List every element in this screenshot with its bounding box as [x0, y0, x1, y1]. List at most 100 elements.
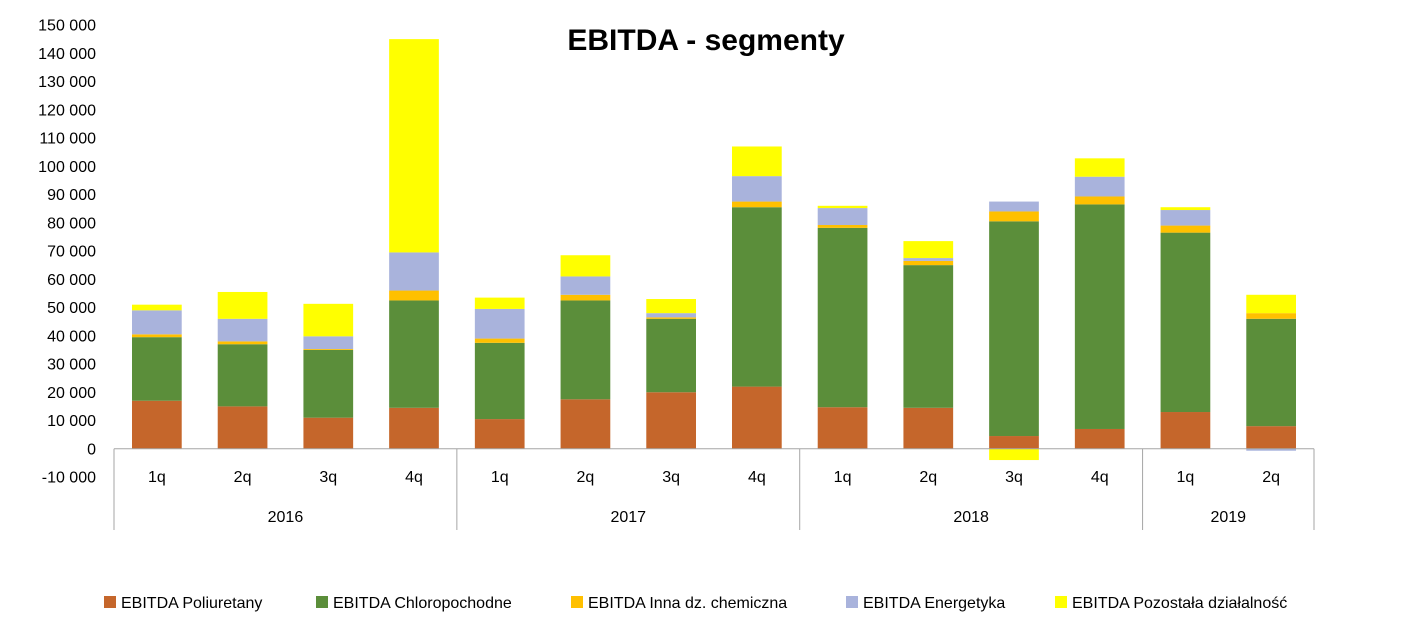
bar-segment: [217, 341, 268, 345]
bar-segment: [989, 201, 1039, 212]
y-tick-label: -10 000: [42, 470, 96, 487]
bar-segment: [303, 303, 354, 337]
y-tick-label: 70 000: [47, 244, 96, 261]
x-category-label: 4q: [405, 469, 423, 486]
bar-segment: [1160, 225, 1211, 233]
legend-label: EBITDA Inna dz. chemiczna: [588, 595, 787, 612]
bar-segment: [903, 258, 954, 261]
bar-segment: [989, 448, 1039, 461]
legend-label: EBITDA Poliuretany: [121, 595, 262, 612]
legend: EBITDA Poliuretany EBITDA Chloropochodne E…: [104, 595, 1287, 612]
legend-swatch: [571, 596, 583, 608]
x-category-label: 1q: [491, 469, 509, 486]
legend-swatch: [316, 596, 328, 608]
x-group-label: 2018: [953, 509, 989, 526]
y-tick-label: 80 000: [47, 215, 96, 232]
bar-segment: [1160, 207, 1211, 211]
bar-segment: [560, 294, 611, 301]
bar-segment: [474, 342, 525, 420]
legend-swatch: [1055, 596, 1067, 608]
bar-segment: [903, 407, 954, 449]
bar-segment: [1160, 412, 1211, 449]
y-tick-label: 140 000: [38, 46, 96, 63]
bar-segment: [389, 290, 439, 301]
bar-segment: [732, 146, 782, 177]
x-group-label: 2016: [268, 509, 304, 526]
axes: [113, 448, 1315, 530]
bar-segment: [389, 407, 439, 449]
x-group-label: 2019: [1210, 509, 1246, 526]
bar-segment: [903, 241, 954, 259]
bar-segment: [817, 407, 868, 449]
bar-segment: [303, 417, 354, 449]
x-category-label: 3q: [1005, 469, 1023, 486]
legend-label: EBITDA Pozostała działalność: [1072, 595, 1287, 612]
x-category-label: 1q: [834, 469, 852, 486]
bar-segment: [132, 337, 182, 401]
y-tick-label: 60 000: [47, 272, 96, 289]
bar-segment: [1246, 318, 1296, 427]
x-category-label: 3q: [662, 469, 680, 486]
y-tick-label: 50 000: [47, 300, 96, 317]
bar-segment: [217, 344, 268, 407]
bar-segment: [1160, 210, 1211, 226]
bar-segment: [903, 260, 954, 266]
bar-segment: [389, 252, 439, 291]
y-tick-label: 150 000: [38, 18, 96, 35]
bar-segment: [1074, 176, 1125, 197]
bar-segment: [474, 297, 525, 309]
chart-title: EBITDA - segmenty: [567, 24, 845, 57]
legend-swatch: [846, 596, 858, 608]
bar-segment: [817, 208, 868, 226]
y-tick-label: 90 000: [47, 187, 96, 204]
x-category-label: 2q: [919, 469, 937, 486]
y-tick-label: 130 000: [38, 74, 96, 91]
bar-segment: [303, 336, 354, 350]
y-axis-tick-labels: -10 000 0 10 000 20 000 30 000 40 000 50 000 60…: [38, 18, 96, 487]
x-category-label: 2q: [234, 469, 252, 486]
bar-segment: [132, 400, 182, 449]
y-tick-label: 40 000: [47, 328, 96, 345]
bar-segment: [560, 300, 611, 400]
bar-segment: [474, 308, 525, 339]
bar-segment: [560, 255, 611, 277]
bar-segment: [1074, 158, 1125, 177]
x-group-label: 2017: [610, 509, 646, 526]
bar-segment: [646, 317, 696, 319]
bar-segment: [1246, 448, 1296, 451]
x-category-label: 3q: [319, 469, 337, 486]
bar-segment: [989, 221, 1039, 437]
bar-segment: [732, 207, 782, 387]
legend-label: EBITDA Chloropochodne: [333, 595, 512, 612]
bar-segment: [646, 299, 696, 314]
bar-segment: [732, 201, 782, 208]
y-tick-label: 100 000: [38, 159, 96, 176]
bar-segment: [560, 276, 611, 295]
bar-segment: [732, 176, 782, 202]
y-tick-label: 20 000: [47, 385, 96, 402]
bar-segment: [474, 338, 525, 343]
bar-segment: [817, 205, 868, 209]
bar-segment: [303, 349, 354, 350]
x-category-label: 1q: [1177, 469, 1195, 486]
bar-segment: [132, 304, 182, 311]
x-category-label: 2q: [1262, 469, 1280, 486]
bar-segment: [1074, 204, 1125, 429]
x-category-label: 4q: [1091, 469, 1109, 486]
bar-segment: [132, 334, 182, 338]
bar-segment: [389, 300, 439, 408]
legend-label: EBITDA Energetyka: [863, 595, 1005, 612]
bar-segment: [989, 211, 1039, 222]
y-tick-label: 110 000: [39, 131, 96, 148]
y-tick-label: 10 000: [47, 413, 96, 430]
bar-segment: [1246, 313, 1296, 319]
bar-segment: [732, 386, 782, 449]
bar-segment: [389, 39, 439, 253]
bar-segment: [646, 392, 696, 449]
y-tick-label: 0: [87, 441, 96, 458]
bars: [132, 39, 1296, 461]
bar-segment: [903, 265, 954, 408]
x-category-label: 1q: [148, 469, 166, 486]
